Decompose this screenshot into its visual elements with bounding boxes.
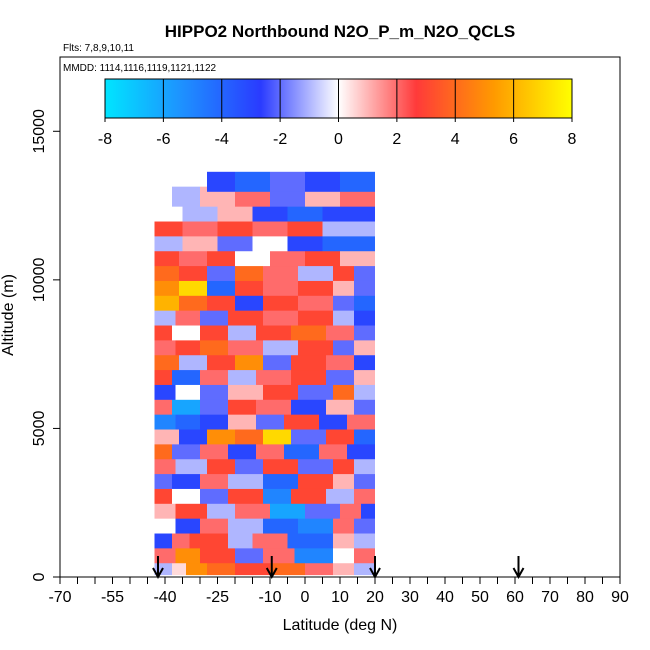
x-tick-label: 60 xyxy=(506,589,524,606)
heatmap-cell xyxy=(305,171,340,192)
heatmap-cell xyxy=(172,186,200,207)
colorbar-tick-label: 0 xyxy=(334,131,343,148)
x-tick-label: 40 xyxy=(436,589,454,606)
colorbar-tick-label: -8 xyxy=(98,131,112,148)
x-tick-label: -55 xyxy=(101,589,124,606)
x-tick-label: -40 xyxy=(153,589,176,606)
heatmap-cell xyxy=(207,171,235,192)
x-tick-label: 90 xyxy=(611,589,629,606)
flights-note: Flts: 7,8,9,10,11 xyxy=(63,43,134,54)
heatmap-cell xyxy=(270,171,305,192)
x-tick-label: 50 xyxy=(471,589,489,606)
colorbar-tick-label: -2 xyxy=(273,131,287,148)
chart-title: HIPPO2 Northbound N2O_P_m_N2O_QCLS xyxy=(165,22,515,41)
x-tick-label: 80 xyxy=(576,589,594,606)
y-tick-label: 15000 xyxy=(31,109,48,154)
y-tick-label: 5000 xyxy=(31,411,48,447)
x-axis-label: Latitude (deg N) xyxy=(283,617,398,634)
heatmap-cell xyxy=(235,171,270,192)
colorbar-tick-label: 2 xyxy=(392,131,401,148)
x-tick-label: 20 xyxy=(366,589,384,606)
colorbar-tick-label: 8 xyxy=(568,131,577,148)
x-tick-label: 10 xyxy=(331,589,349,606)
y-axis: 0 5000 10000 15000 xyxy=(31,109,60,581)
x-tick-label: 30 xyxy=(401,589,419,606)
y-tick-label: 10000 xyxy=(31,258,48,303)
colorbar-tick-label: 6 xyxy=(509,131,518,148)
colorbar-tick-label: -6 xyxy=(156,131,170,148)
x-tick-label: -70 xyxy=(48,589,71,606)
x-tick-label: 70 xyxy=(541,589,559,606)
colorbar-tick-label: -4 xyxy=(215,131,229,148)
colorbar: -8 -6 -4 -2 0 2 4 6 8 xyxy=(98,78,577,148)
x-tick-label: -25 xyxy=(206,589,229,606)
x-axis: -70 -55 -40 -25 -10 0 10 20 30 40 50 60 70 80 90 xyxy=(48,577,629,606)
heatmap-cell xyxy=(340,171,375,192)
x-tick-label: -10 xyxy=(258,589,281,606)
flight-start-arrow xyxy=(512,556,525,580)
dates-note: MMDD: 1114,1116,1119,1121,1122 xyxy=(63,63,217,74)
heatmap-layers xyxy=(154,171,375,576)
y-tick-label: 0 xyxy=(31,572,48,581)
x-tick-label: 0 xyxy=(301,589,310,606)
y-axis-label: Altitude (m) xyxy=(0,274,17,356)
colorbar-tick-label: 4 xyxy=(451,131,460,148)
